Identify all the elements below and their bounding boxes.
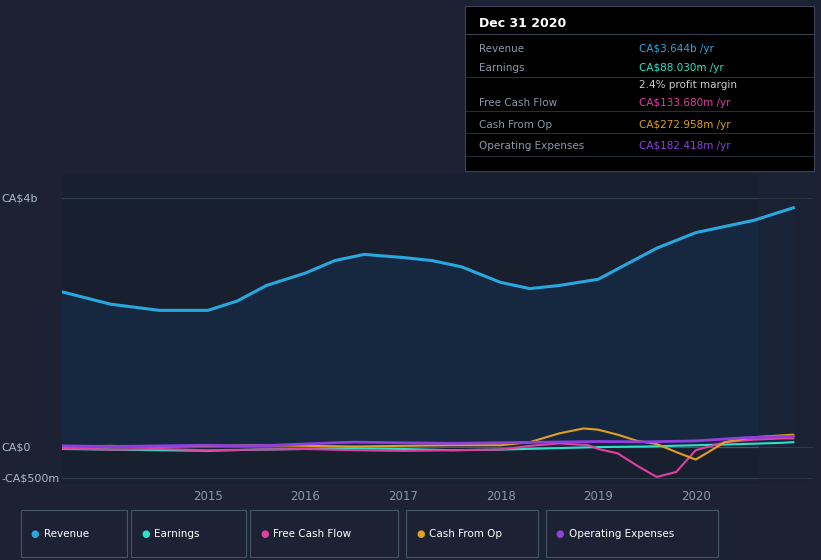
Text: Free Cash Flow: Free Cash Flow (273, 529, 351, 539)
Text: CA$272.958m /yr: CA$272.958m /yr (639, 119, 731, 129)
Text: Dec 31 2020: Dec 31 2020 (479, 17, 566, 30)
Text: CA$88.030m /yr: CA$88.030m /yr (639, 63, 724, 73)
Text: ●: ● (416, 529, 424, 539)
Text: Operating Expenses: Operating Expenses (479, 141, 584, 151)
Text: Earnings: Earnings (479, 63, 524, 73)
Text: ●: ● (141, 529, 149, 539)
Text: ●: ● (260, 529, 268, 539)
Text: -CA$500m: -CA$500m (2, 473, 60, 483)
Text: CA$133.680m /yr: CA$133.680m /yr (639, 98, 731, 108)
Text: CA$0: CA$0 (2, 442, 31, 452)
Text: Cash From Op: Cash From Op (429, 529, 502, 539)
Text: CA$3.644b /yr: CA$3.644b /yr (639, 44, 714, 54)
Bar (759, 174, 813, 484)
Text: ●: ● (556, 529, 564, 539)
Text: Earnings: Earnings (154, 529, 200, 539)
Text: Revenue: Revenue (44, 529, 89, 539)
Text: Free Cash Flow: Free Cash Flow (479, 98, 557, 108)
Text: Cash From Op: Cash From Op (479, 119, 552, 129)
Text: ●: ● (30, 529, 39, 539)
Text: CA$182.418m /yr: CA$182.418m /yr (639, 141, 731, 151)
Text: 2.4% profit margin: 2.4% profit margin (639, 80, 737, 90)
Text: CA$4b: CA$4b (2, 193, 38, 203)
Text: Operating Expenses: Operating Expenses (569, 529, 674, 539)
Text: Revenue: Revenue (479, 44, 524, 54)
